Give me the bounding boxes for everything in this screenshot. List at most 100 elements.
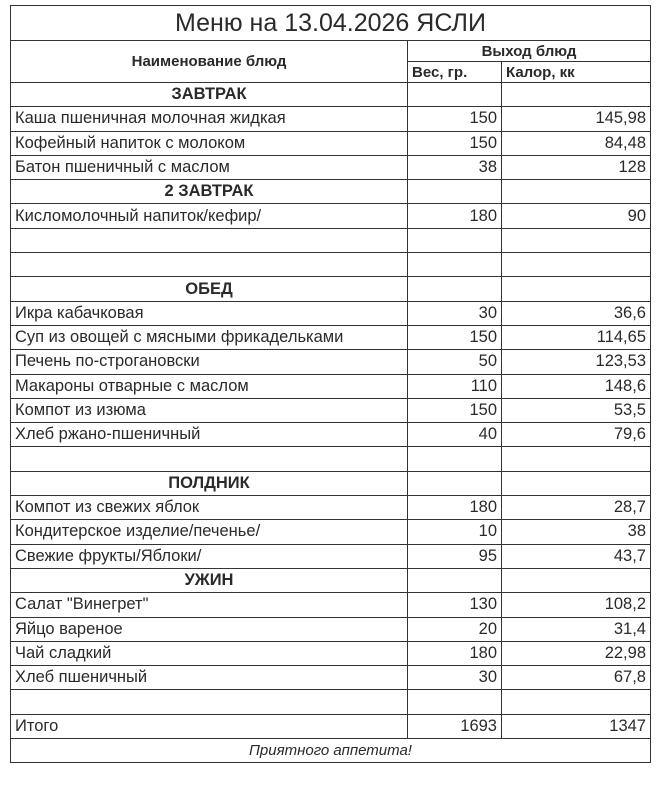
table-row: Батон пшеничный с маслом 38 128 [10, 154, 651, 181]
dish-calories: 22,98 [501, 640, 651, 667]
dish-weight: 30 [407, 300, 502, 326]
dish-weight: 10 [407, 519, 502, 545]
weight-cell [407, 446, 502, 472]
table-row: Хлеб пшеничный 30 67,8 [10, 665, 651, 691]
name-cell [10, 689, 408, 715]
weight-cell [407, 276, 502, 302]
dish-name: Печень по-строгановски [10, 349, 408, 375]
table-row: Хлеб ржано-пшеничный 40 79,6 [10, 422, 651, 448]
dish-name: Салат "Винегрет" [10, 592, 408, 618]
dish-weight: 20 [407, 616, 502, 642]
blank-row [10, 227, 651, 254]
dish-calories: 145,98 [501, 106, 651, 132]
table-row: Суп из овощей с мясными фрикадельками 150… [10, 324, 651, 351]
table-row: Свежие фрукты/Яблоки/95 43,7 [10, 543, 651, 569]
table-row: Макароны отварные с маслом 110 148,6 [10, 373, 651, 399]
dish-calories: 67,8 [501, 665, 651, 691]
table-row: Чай сладкий 180 22,98 [10, 640, 651, 667]
dish-name: Итого [10, 713, 408, 740]
name-cell [10, 252, 408, 278]
table-row: Яйцо вареное 20 31,4 [10, 616, 651, 642]
section-title: ЗАВТРАК [10, 81, 408, 108]
dish-calories: 79,6 [501, 422, 651, 448]
dish-name: Компот из свежих яблок [10, 495, 408, 521]
section-row: УЖИН [10, 567, 651, 594]
section-title: ОБЕД [10, 276, 408, 302]
dish-calories: 108,2 [501, 592, 651, 618]
dish-name: Чай сладкий [10, 640, 408, 667]
calories-cell [501, 227, 651, 254]
dish-weight: 110 [407, 373, 502, 399]
dish-calories: 123,53 [501, 349, 651, 375]
weight-cell [407, 567, 502, 594]
dish-calories: 53,5 [501, 397, 651, 424]
blank-row [10, 689, 651, 715]
table-row: Кофейный напиток с молоком 150 84,48 [10, 130, 651, 156]
calories-cell [501, 252, 651, 278]
dish-name: Кондитерское изделие/печенье/ [10, 519, 408, 545]
weight-cell [407, 470, 502, 497]
dish-calories: 114,65 [501, 324, 651, 351]
calories-cell [501, 470, 651, 497]
table-row: Икра кабачковая 30 36,6 [10, 300, 651, 326]
blank-row [10, 446, 651, 472]
dish-name: Кофейный напиток с молоком [10, 130, 408, 156]
header-weight: Вес, гр. [407, 61, 502, 83]
name-cell [10, 227, 408, 254]
header-output: Выход блюд [407, 40, 651, 62]
dish-name: Компот из изюма [10, 397, 408, 424]
weight-cell [407, 81, 502, 108]
calories-cell [501, 689, 651, 715]
dish-name: Кисломолочный напиток/кефир/ [10, 203, 408, 229]
calories-cell [501, 81, 651, 108]
table-row: Компот из изюма 150 53,5 [10, 397, 651, 424]
dish-calories: 148,6 [501, 373, 651, 399]
header-name: Наименование блюд [10, 40, 408, 83]
weight-cell [407, 179, 502, 205]
menu-table: Меню на 13.04.2026 ЯСЛИ Наименование блю… [10, 5, 651, 764]
dish-weight: 150 [407, 106, 502, 132]
dish-calories: 36,6 [501, 300, 651, 326]
dish-calories: 43,7 [501, 543, 651, 569]
dish-calories: 31,4 [501, 616, 651, 642]
table-row: Кондитерское изделие/печенье/10 38 [10, 519, 651, 545]
table-row: Компот из свежих яблок 180 28,7 [10, 495, 651, 521]
dish-name: Суп из овощей с мясными фрикадельками [10, 324, 408, 351]
section-row: ОБЕД [10, 276, 651, 302]
section-title: ПОЛДНИК [10, 470, 408, 497]
dish-weight: 30 [407, 665, 502, 691]
dish-name: Батон пшеничный с маслом [10, 154, 408, 181]
dish-name: Макароны отварные с маслом [10, 373, 408, 399]
calories-cell [501, 179, 651, 205]
dish-name: Каша пшеничная молочная жидкая [10, 106, 408, 132]
dish-calories: 1347 [501, 713, 651, 740]
dish-name: Свежие фрукты/Яблоки/ [10, 543, 408, 569]
dish-weight: 150 [407, 130, 502, 156]
name-cell [10, 446, 408, 472]
section-title: 2 ЗАВТРАК [10, 179, 408, 205]
dish-weight: 50 [407, 349, 502, 375]
dish-weight: 150 [407, 397, 502, 424]
header-calories: Калор, кк [501, 61, 651, 83]
dish-calories: 90 [501, 203, 651, 229]
table-row: Салат "Винегрет" 130 108,2 [10, 592, 651, 618]
dish-calories: 28,7 [501, 495, 651, 521]
table-row: Каша пшеничная молочная жидкая 150 145,98 [10, 106, 651, 132]
dish-name: Хлеб ржано-пшеничный [10, 422, 408, 448]
section-row: 2 ЗАВТРАК [10, 179, 651, 205]
dish-weight: 38 [407, 154, 502, 181]
dish-calories: 128 [501, 154, 651, 181]
page-title: Меню на 13.04.2026 ЯСЛИ [10, 5, 651, 41]
calories-cell [501, 567, 651, 594]
weight-cell [407, 227, 502, 254]
dish-weight: 40 [407, 422, 502, 448]
table-row: Печень по-строгановски 50 123,53 [10, 349, 651, 375]
calories-cell [501, 446, 651, 472]
calories-cell [501, 276, 651, 302]
dish-calories: 84,48 [501, 130, 651, 156]
dish-weight: 180 [407, 495, 502, 521]
dish-name: Хлеб пшеничный [10, 665, 408, 691]
dish-weight: 1693 [407, 713, 502, 740]
dish-weight: 180 [407, 640, 502, 667]
table-row: Итого 1693 1347 [10, 713, 651, 740]
